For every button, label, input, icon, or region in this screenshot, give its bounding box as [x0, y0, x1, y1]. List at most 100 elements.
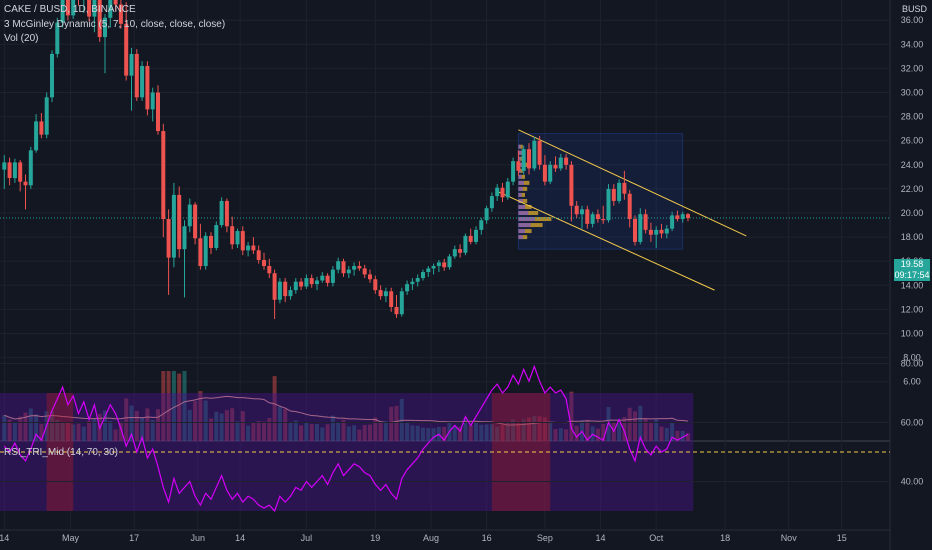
time-tick-label: May — [62, 533, 80, 543]
rsi-tick-label: 80.00 — [901, 359, 924, 369]
price-tick-label: 28.00 — [901, 112, 924, 122]
candle-body — [643, 214, 648, 230]
candle-body — [145, 65, 150, 110]
candle-body — [421, 272, 425, 279]
volume-bar — [193, 401, 198, 441]
candle-body — [500, 187, 505, 198]
candle-body — [564, 157, 569, 165]
candle-body — [436, 262, 441, 267]
volume-bar — [627, 407, 632, 441]
volume-bar — [664, 427, 669, 441]
candle-body — [633, 219, 637, 242]
candle-body — [193, 204, 198, 239]
candle-body — [246, 245, 251, 251]
candle-body — [219, 200, 224, 226]
candle-body — [166, 219, 171, 258]
volume-bar — [357, 429, 362, 441]
candle-body — [410, 281, 415, 285]
volume-bar — [118, 421, 123, 441]
volume-bar — [564, 429, 569, 441]
volume-bar — [686, 433, 690, 441]
volume-bar — [553, 429, 558, 441]
volume-bar — [230, 408, 235, 441]
indicator-legend-mcginley[interactable]: 3 McGinley Dynamic (5, 7, 10, close, clo… — [4, 19, 226, 30]
volume-bar — [542, 417, 547, 441]
rsi-tick-label: 40.00 — [901, 477, 924, 487]
volume-bar — [76, 423, 81, 441]
time-tick-label: 18 — [720, 533, 730, 543]
volume-bar — [659, 426, 664, 441]
volume-profile-value-area — [518, 235, 523, 240]
price-tick-label: 26.00 — [901, 136, 924, 146]
candle-body — [352, 266, 357, 270]
candle-body — [256, 250, 261, 260]
candle-body — [71, 0, 76, 16]
candle-body — [362, 268, 367, 275]
time-tick-label: 14 — [0, 533, 9, 543]
volume-bar — [134, 410, 139, 441]
volume-bar — [484, 424, 489, 441]
volume-profile-value-area — [518, 229, 525, 234]
candle-body — [521, 149, 526, 171]
volume-bar — [633, 411, 637, 441]
volume-bar — [299, 425, 304, 441]
indicator-legend-volume[interactable]: Vol (20) — [4, 33, 39, 44]
indicator-legend-rsi[interactable]: RSI_TRI_Mid (14, 70, 30) — [4, 447, 118, 458]
candle-body — [426, 268, 431, 273]
candle-body — [171, 194, 176, 258]
candle-body — [336, 261, 341, 270]
candle-body — [140, 65, 145, 98]
candle-body — [198, 238, 203, 267]
candle-body — [680, 214, 685, 220]
volume-bar — [23, 412, 28, 441]
price-tick-label: 32.00 — [901, 63, 924, 73]
volume-bar — [60, 422, 65, 441]
volume-bar — [680, 430, 685, 441]
candle-body — [346, 269, 351, 274]
candle-body — [659, 229, 664, 234]
time-tick-label: Oct — [649, 533, 664, 543]
volume-profile-value-area — [518, 198, 523, 203]
volume-bar — [272, 376, 277, 441]
candle-body — [240, 231, 245, 251]
volume-bar — [389, 406, 394, 441]
candle-body — [617, 182, 622, 201]
candle-body — [664, 228, 669, 234]
candle-body — [177, 194, 182, 250]
candle-body — [103, 17, 107, 38]
candle-body — [18, 162, 23, 182]
volume-bar — [415, 425, 420, 441]
volume-bar — [505, 422, 510, 441]
candle-body — [251, 245, 256, 251]
volume-bar — [617, 420, 622, 441]
volume-bar — [304, 422, 309, 441]
candle-body — [590, 214, 595, 224]
candle-body — [235, 231, 240, 245]
price-tick-label: 38.00 — [901, 0, 924, 1]
volume-profile-value-area — [518, 204, 525, 209]
volume-bar — [378, 421, 383, 441]
candle-body — [511, 161, 516, 182]
symbol-title[interactable]: CAKE / BUSD, 1D, BINANCE — [4, 4, 136, 15]
volume-bar — [182, 371, 187, 441]
candle-body — [383, 291, 388, 297]
volume-bar — [65, 422, 70, 441]
volume-bar — [81, 426, 86, 441]
candle-body — [537, 140, 542, 165]
volume-profile-value-area — [518, 156, 521, 161]
volume-bar — [405, 421, 410, 441]
volume-bar — [87, 421, 92, 441]
candle-body — [479, 220, 484, 230]
volume-bar — [479, 424, 484, 441]
volume-bar — [670, 422, 675, 441]
candle-body — [368, 274, 372, 280]
volume-bar — [362, 425, 367, 441]
price-tick-label: 18.00 — [901, 232, 924, 242]
candle-body — [574, 205, 579, 215]
candle-body — [124, 23, 129, 76]
volume-bar — [277, 406, 282, 441]
volume-bar — [601, 424, 606, 441]
candle-body — [299, 281, 304, 287]
volume-bar — [156, 409, 160, 441]
